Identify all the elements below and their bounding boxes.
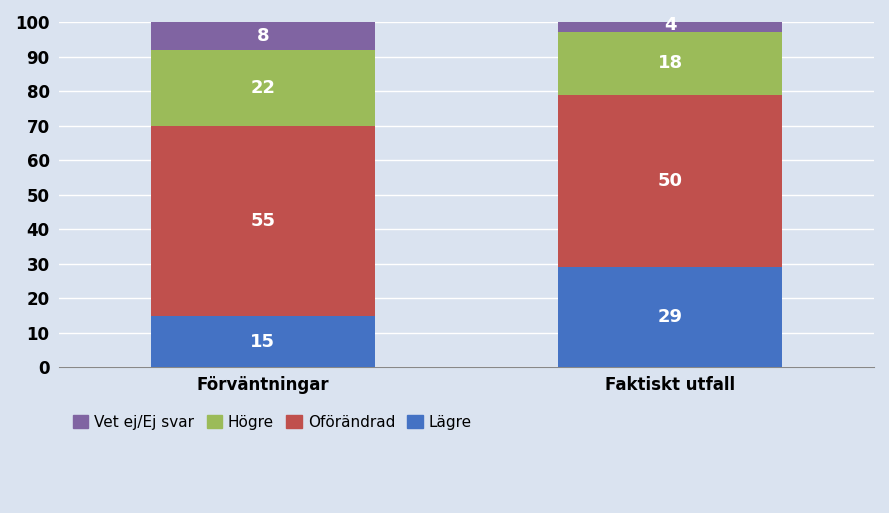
Text: 8: 8	[257, 27, 269, 45]
Bar	[151, 50, 375, 126]
Text: 50: 50	[658, 172, 683, 190]
Text: 18: 18	[658, 54, 683, 72]
Text: 22: 22	[251, 78, 276, 96]
Bar	[558, 32, 782, 94]
Bar	[151, 315, 375, 367]
Bar	[558, 94, 782, 267]
Text: 15: 15	[251, 332, 276, 350]
Bar	[558, 18, 782, 32]
Bar	[558, 267, 782, 367]
Bar	[151, 126, 375, 315]
Text: 4: 4	[664, 16, 677, 34]
Legend: Vet ej/Ej svar, Högre, Oförändrad, Lägre: Vet ej/Ej svar, Högre, Oförändrad, Lägre	[67, 408, 478, 436]
Bar	[151, 22, 375, 50]
Text: 55: 55	[251, 212, 276, 230]
Text: 29: 29	[658, 308, 683, 326]
